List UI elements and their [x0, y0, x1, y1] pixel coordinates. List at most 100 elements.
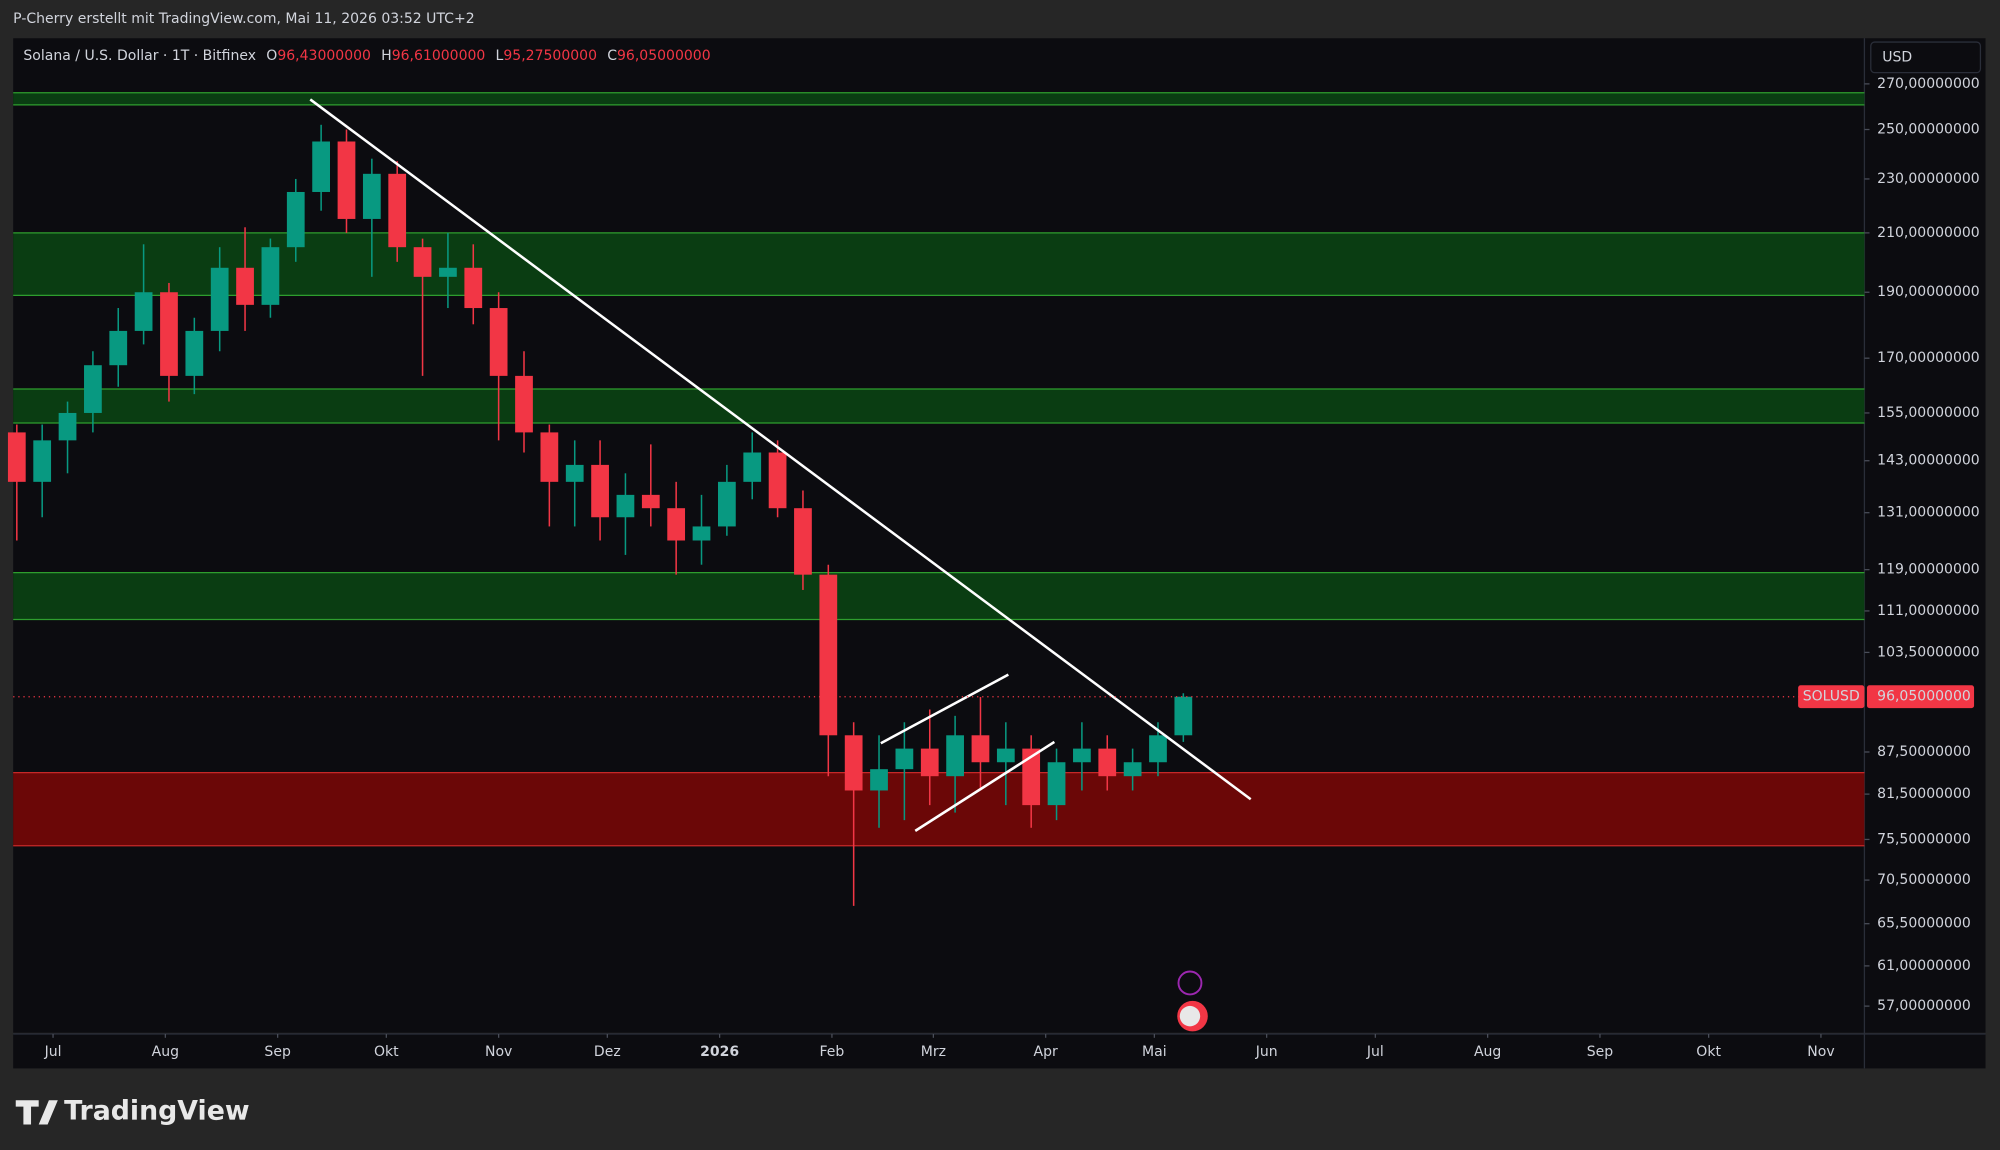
x-tick-label: Aug	[152, 1044, 179, 1060]
trend-line	[880, 673, 1009, 745]
candle-body	[210, 267, 229, 331]
y-tick-label: 170,00000000	[1877, 350, 1980, 366]
x-tick-label: Nov	[1807, 1044, 1834, 1060]
candle-body	[134, 292, 153, 331]
candle-body	[1123, 762, 1142, 777]
x-tick-label: Apr	[1034, 1044, 1058, 1060]
ohlc-key: L	[496, 48, 504, 64]
candle-body	[286, 191, 305, 248]
candle-body	[844, 735, 863, 791]
candle-body	[641, 494, 660, 509]
symbol-tag	[1798, 685, 1865, 709]
candle-body	[616, 494, 635, 518]
y-tick-label: 230,00000000	[1877, 171, 1980, 187]
brand-logo: TradingView	[15, 1095, 250, 1126]
time-axis	[13, 1033, 1986, 1069]
zone	[13, 572, 1865, 620]
ohlc-value: 96,05000000	[617, 48, 711, 64]
candle-body	[84, 365, 102, 413]
x-tick-label: Mai	[1142, 1044, 1167, 1060]
candle-body	[388, 173, 407, 248]
x-tick-label: Aug	[1474, 1044, 1501, 1060]
x-tick-label: Nov	[485, 1044, 512, 1060]
y-tick-label: 57,00000000	[1877, 998, 1971, 1014]
y-tick-label: 210,00000000	[1877, 225, 1980, 241]
candle-body	[362, 173, 381, 219]
candle-body	[413, 247, 432, 277]
ohlc-value: 96,61000000	[392, 48, 486, 64]
candle-body	[870, 769, 888, 791]
trend-line	[914, 740, 1056, 832]
candle-body	[489, 308, 508, 376]
y-tick-label: 143,00000000	[1877, 453, 1980, 469]
x-tick-label: Okt	[374, 1044, 399, 1060]
y-tick-label: 250,00000000	[1877, 122, 1980, 138]
candle-body	[1073, 748, 1091, 763]
price-tag	[1866, 685, 1975, 709]
x-tick-label: Sep	[264, 1044, 291, 1060]
plot-area	[13, 38, 1865, 1033]
candle-body	[337, 141, 356, 219]
candle-body	[819, 574, 838, 736]
x-tick-label: Okt	[1696, 1044, 1721, 1060]
credit: P-Cherry erstellt mit TradingView.com, M…	[13, 11, 474, 27]
y-tick-label: 61,00000000	[1877, 958, 1971, 974]
candle-body	[1022, 748, 1041, 806]
zone	[13, 92, 1865, 105]
y-tick-label: 111,00000000	[1877, 603, 1980, 619]
y-tick-label: 103,50000000	[1877, 644, 1980, 660]
x-tick-label: Jul	[44, 1044, 62, 1060]
candle-body	[1047, 762, 1066, 806]
y-tick-label: 131,00000000	[1877, 505, 1980, 521]
currency: USD	[1882, 49, 1912, 65]
ohlc-key: C	[607, 48, 617, 64]
candle-body	[692, 526, 711, 541]
candle-body	[920, 748, 939, 777]
x-tick-label: Jul	[1366, 1044, 1384, 1060]
candle-body	[946, 735, 964, 777]
candle-body	[1098, 748, 1117, 777]
y-tick-label: 155,00000000	[1877, 405, 1980, 421]
ohlc-key: O	[266, 48, 277, 64]
y-tick-label: 75,50000000	[1877, 831, 1971, 847]
candle-body	[996, 748, 1015, 763]
symbol-tag-label: SOLUSD	[1803, 689, 1860, 705]
candle-body	[1174, 696, 1193, 736]
candle-body	[58, 412, 77, 441]
candle-body	[109, 330, 128, 366]
zone	[13, 388, 1865, 423]
candle-body	[743, 452, 762, 482]
ohlc-value: 96,43000000	[277, 48, 371, 64]
y-tick-label: 70,50000000	[1877, 872, 1971, 888]
candle-body	[591, 464, 609, 518]
candle-body	[7, 432, 26, 482]
currency-box[interactable]	[1870, 41, 1982, 74]
y-tick-label: 119,00000000	[1877, 562, 1980, 578]
y-tick-label: 81,50000000	[1877, 786, 1971, 802]
price-axis	[1864, 38, 1986, 1033]
candle-body	[667, 508, 686, 541]
candle-body	[439, 267, 457, 277]
brand: TradingView	[64, 1095, 249, 1126]
y-tick-label: 65,50000000	[1877, 916, 1971, 932]
price-tag-label: 96,05000000	[1877, 689, 1971, 705]
event-icon[interactable]	[1177, 970, 1203, 996]
candle-body	[895, 748, 914, 770]
zone	[13, 232, 1865, 296]
candle-body	[261, 247, 280, 305]
candle-body	[565, 464, 584, 482]
trend-line	[309, 98, 1252, 801]
candle-body	[540, 432, 559, 482]
candle-body	[768, 452, 787, 509]
candle-body	[236, 267, 254, 305]
candle-body	[312, 141, 331, 192]
candle-body	[971, 735, 990, 763]
event-icon	[1179, 1005, 1201, 1027]
ohlc-key: H	[381, 48, 392, 64]
x-tick-label: Sep	[1587, 1044, 1614, 1060]
candle-body	[185, 330, 204, 376]
y-tick-label: 190,00000000	[1877, 284, 1980, 300]
candle-body	[1149, 735, 1167, 763]
x-tick-label: Jun	[1255, 1044, 1278, 1060]
